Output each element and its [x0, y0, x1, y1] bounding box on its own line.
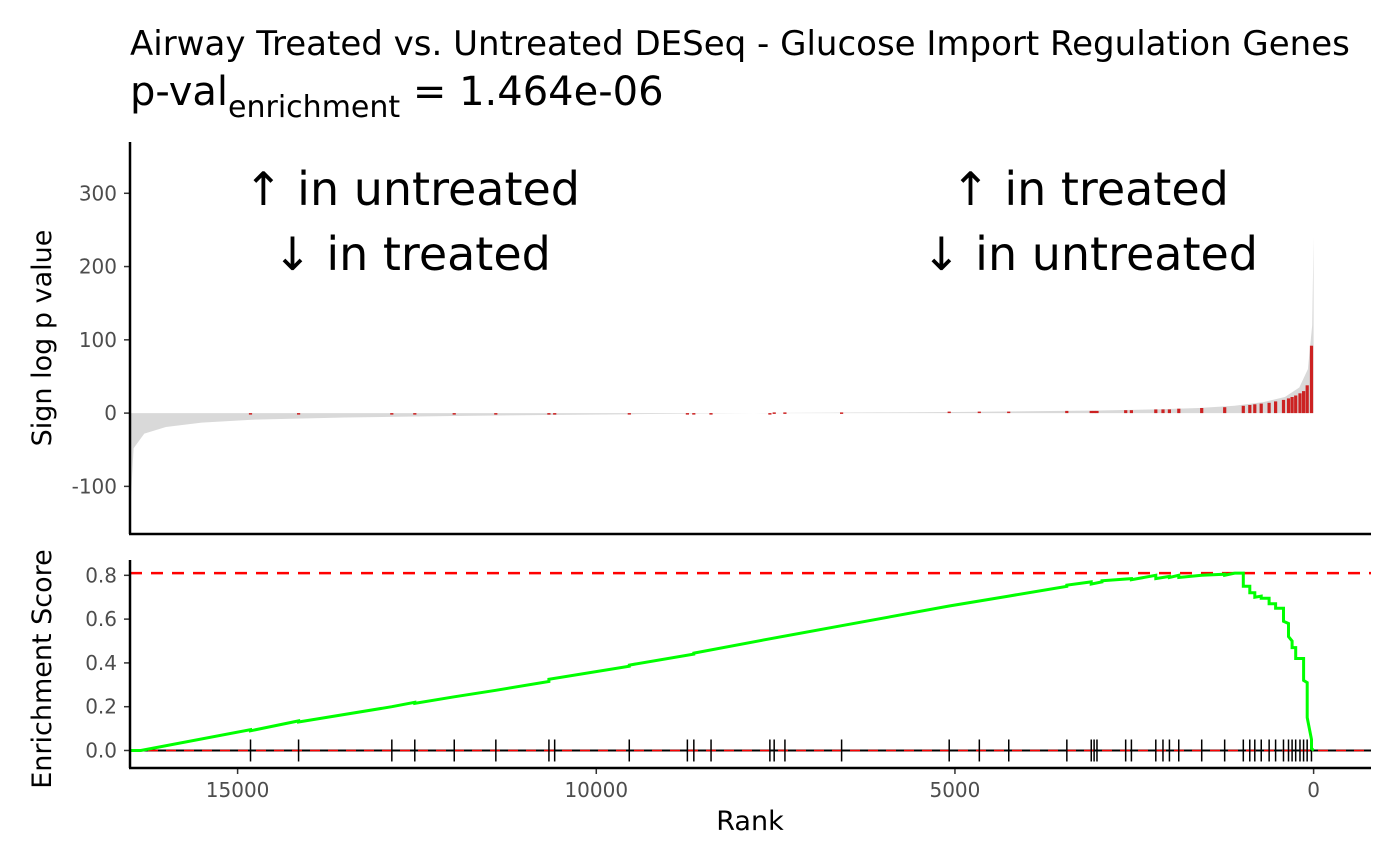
gene-set-bar [1281, 399, 1286, 414]
gene-set-bar [1095, 410, 1099, 414]
gene-set-bar [297, 413, 301, 415]
gene-set-bar [1129, 410, 1133, 414]
bottom-y-axis-ticks: 0.8 0.6 0.4 0.2 0.0 [85, 563, 130, 762]
gene-set-bar [1092, 410, 1096, 414]
gene-set-bar [248, 413, 253, 415]
bottom-y-tick-label: 0.4 [85, 651, 117, 675]
gene-set-bar [1274, 401, 1278, 414]
gene-set-bar [977, 411, 981, 414]
gene-set-bar [709, 413, 713, 415]
bottom-y-axis-title: Enrichment Score [27, 549, 58, 789]
gene-set-bar [1124, 410, 1128, 414]
bottom-x-axis-ticks: 15000 10000 5000 0 [206, 768, 1320, 802]
gene-set-bar [840, 412, 844, 414]
top-y-tick-label: -100 [72, 474, 117, 498]
bottom-y-tick-label: 0.8 [85, 563, 117, 587]
gene-set-bar [1302, 391, 1306, 414]
subtitle-subscript: enrichment [228, 90, 400, 125]
figure-subtitle: p-valenrichment = 1.464e-06 [130, 69, 664, 125]
gene-set-bar [1154, 409, 1158, 414]
gene-set-bar [772, 412, 776, 414]
gene-set-bar [685, 413, 689, 415]
subtitle-main: p-val [130, 69, 228, 115]
gene-set-bar [768, 413, 772, 415]
top-y-tick-label: 200 [79, 255, 117, 279]
top-y-tick-label: 0 [104, 401, 117, 425]
bottom-y-tick-label: 0.2 [85, 695, 117, 719]
gene-set-bar [1309, 345, 1314, 414]
bottom-x-tick-label: 10000 [564, 778, 628, 802]
bottom-y-tick-label: 0.6 [85, 607, 117, 631]
gene-set-bar [1253, 404, 1257, 414]
gene-set-bar [1305, 385, 1309, 414]
gene-set-bar [1089, 410, 1093, 414]
gene-set-bar [1167, 409, 1171, 414]
gene-set-bar [1286, 398, 1291, 414]
gene-set-bar [627, 413, 631, 415]
gene-set-bar [1298, 393, 1302, 414]
gene-set-bar [553, 413, 557, 415]
annotation-left-line1: ↑ in untreated [244, 162, 580, 216]
gene-set-bar [452, 413, 456, 415]
gene-set-bar [783, 412, 787, 414]
bottom-y-tick-label: 0.0 [85, 738, 117, 762]
gene-set-bar [947, 411, 951, 414]
gene-set-bar [692, 413, 696, 415]
enrichment-score-panel: 0.8 0.6 0.4 0.2 0.0 15000 10000 5000 0 Enrichme… [27, 549, 1371, 837]
bottom-x-axis-title: Rank [716, 806, 784, 837]
bottom-x-tick-label: 15000 [206, 778, 270, 802]
gene-set-bar [1294, 395, 1298, 414]
enrichment-score-line [130, 571, 1315, 752]
gene-set-bar [1065, 410, 1069, 414]
gene-set-bar [1007, 411, 1011, 414]
gene-set-bar [1248, 405, 1252, 414]
bottom-x-tick-label: 5000 [929, 778, 980, 802]
ranked-statistic-panel: 300 200 100 0 -100 Sign log p value ↑ in unt… [27, 142, 1371, 536]
annotation-left-line2: ↓ in treated [273, 227, 551, 281]
gene-set-bars [248, 345, 1314, 415]
gene-set-bar [494, 413, 498, 415]
bottom-x-tick-label: 0 [1307, 778, 1320, 802]
gene-set-bar [1241, 405, 1245, 414]
gene-set-bar [413, 413, 417, 415]
gene-set-bar [547, 413, 551, 415]
annotation-right-line1: ↑ in treated [951, 162, 1229, 216]
top-y-axis-title: Sign log p value [27, 230, 58, 447]
subtitle-value: = 1.464e-06 [400, 69, 663, 115]
gene-set-bar [1177, 408, 1181, 414]
annotation-right-line2: ↓ in untreated [922, 227, 1258, 281]
gene-set-bar [1267, 402, 1271, 414]
top-y-tick-label: 300 [79, 181, 117, 205]
top-y-axis-ticks: 300 200 100 0 -100 [72, 181, 130, 498]
top-y-tick-label: 100 [79, 328, 117, 352]
gene-set-bar [1223, 407, 1227, 414]
gene-set-bar [1200, 408, 1204, 414]
figure-title: Airway Treated vs. Untreated DESeq - Glu… [130, 24, 1350, 64]
gene-set-bar [1290, 397, 1294, 414]
gene-set-bar [390, 413, 394, 415]
gene-set-bar [1259, 403, 1263, 414]
gene-set-bar [1161, 409, 1165, 414]
